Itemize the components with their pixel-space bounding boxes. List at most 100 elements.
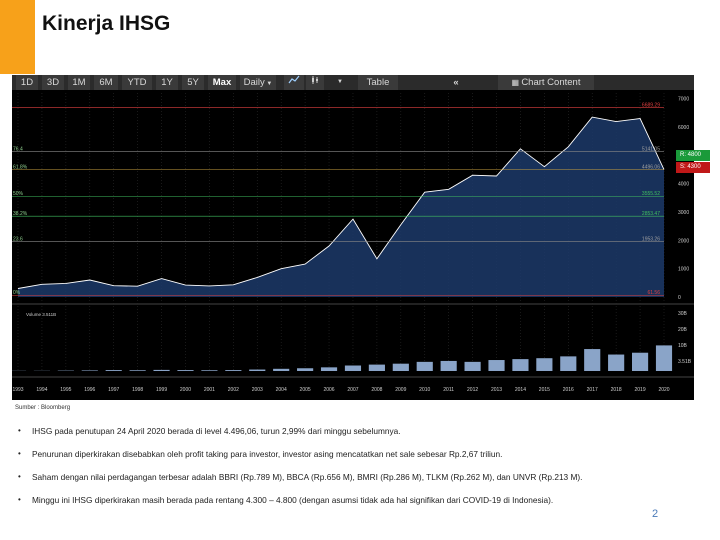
fib-label: 38.2% [13,211,28,217]
volume-bar [344,365,362,371]
volume-bar [201,370,218,371]
x-tick-label: 2000 [180,387,191,393]
bullet-dot: • [18,449,21,458]
period-1d-button[interactable]: 1D [16,75,38,90]
page-number: 2 [652,508,659,520]
volume-bar [105,370,122,371]
bullet-item: • Penurunan diperkirakan disebabkan oleh … [18,449,503,459]
x-tick-label: 2019 [635,387,646,393]
x-tick-label: 1995 [60,387,71,393]
price-level-label: 61.56 [647,290,660,296]
period-1m-button[interactable]: 1M [68,75,90,90]
volume-bar [368,364,385,371]
x-tick-label: 2006 [323,387,334,393]
x-tick-label: 2016 [563,387,574,393]
price-area [18,117,664,297]
period-ytd-button[interactable]: YTD [122,75,152,90]
volume-bar [560,356,577,371]
y-tick-label: 0 [678,295,681,301]
volume-legend: Volume 3.511B [26,312,57,317]
price-level-label: 6689.29 [642,102,660,108]
volume-bar [297,368,314,371]
volume-bar [153,369,170,371]
volume-tick-label: 20B [678,327,688,333]
price-level-label: 3555.52 [642,191,660,197]
volume-bar [464,361,481,371]
chevron-down-icon[interactable]: ▼ [337,79,343,85]
bullet-dot: • [18,472,21,481]
volume-tick-label: 10B [678,343,688,349]
chevron-down-icon: ▼ [264,81,273,87]
bullet-dot: • [18,426,21,435]
volume-bar [392,363,409,371]
price-level-label: 4496.06 [642,165,660,171]
x-tick-label: 1997 [108,387,119,393]
x-tick-label: 2009 [395,387,406,393]
x-tick-label: 2003 [252,387,263,393]
table-button[interactable]: Table [358,75,398,90]
line-chart-icon[interactable] [284,75,304,90]
y-tick-label: 1000 [678,267,689,273]
y-tick-label: 3000 [678,210,689,216]
x-tick-label: 2014 [515,387,526,393]
volume-bar [129,370,146,371]
x-tick-label: 2001 [204,387,215,393]
volume-bar [440,360,457,371]
y-tick-label: 6000 [678,125,689,131]
price-level-label: 5141.05 [642,146,660,152]
fib-label: 61.8% [13,165,28,171]
x-tick-label: 2020 [658,387,669,393]
y-tick-label: 2000 [678,238,689,244]
bullet-dot: • [18,495,21,504]
x-tick-label: 2012 [467,387,478,393]
fib-label: 23.6 [13,237,23,243]
volume-bar [320,367,338,371]
fib-label: 0% [13,290,21,296]
volume-bar [249,369,266,371]
frequency-dropdown[interactable]: Daily ▼ [240,75,276,90]
candle-chart-icon[interactable] [306,75,324,90]
volume-bar [655,345,673,371]
period-max-button[interactable]: Max [208,75,236,90]
volume-bar [631,352,649,371]
x-tick-label: 2010 [419,387,430,393]
volume-bar [584,349,601,371]
frequency-label: Daily [243,77,265,88]
volume-bar [225,370,242,371]
x-tick-label: 2004 [276,387,287,393]
bullet-list: • IHSG pada penutupan 24 April 2020 berad… [18,426,698,518]
period-6m-button[interactable]: 6M [94,75,118,90]
bloomberg-chart-panel: 1D 3D 1M 6M YTD 1Y 5Y Max Daily ▼ ▼ Tabl… [12,75,694,400]
period-1y-button[interactable]: 1Y [156,75,178,90]
price-level-label: 2853.47 [642,211,660,217]
bullet-item: • IHSG pada penutupan 24 April 2020 berad… [18,426,401,436]
x-tick-label: 2017 [587,387,598,393]
volume-bar [512,359,529,371]
x-tick-label: 1999 [156,387,167,393]
period-5y-button[interactable]: 5Y [182,75,204,90]
y-tick-label: 7000 [678,97,689,103]
volume-tick-label: 30B [678,311,688,317]
chart-toolbar: 1D 3D 1M 6M YTD 1Y 5Y Max Daily ▼ ▼ Tabl… [12,75,694,90]
bullet-item: • Saham dengan nilai perdagangan terbesar… [18,472,583,482]
volume-bar [536,358,553,371]
x-tick-label: 2011 [443,387,454,393]
slide-title: Kinerja IHSG [42,12,171,35]
x-tick-label: 2013 [491,387,502,393]
x-tick-label: 1996 [84,387,95,393]
title-accent-bar [0,0,35,74]
resistance-tag: R: 4800 [676,150,710,161]
volume-tick-label: 3.51B [678,359,692,365]
x-tick-label: 2007 [347,387,358,393]
fib-label: 50% [13,191,24,197]
price-level-label: 1953.26 [642,237,660,243]
double-chevron-left-icon[interactable]: « [453,77,459,88]
chart-content-icon: ▦ [511,78,522,87]
volume-bar [488,360,505,371]
chart-content-button[interactable]: ▦ Chart Content [498,75,594,90]
x-tick-label: 1994 [36,387,47,393]
volume-bar [273,368,290,371]
volume-bar [177,370,194,371]
period-3d-button[interactable]: 3D [42,75,64,90]
x-tick-label: 1998 [132,387,143,393]
